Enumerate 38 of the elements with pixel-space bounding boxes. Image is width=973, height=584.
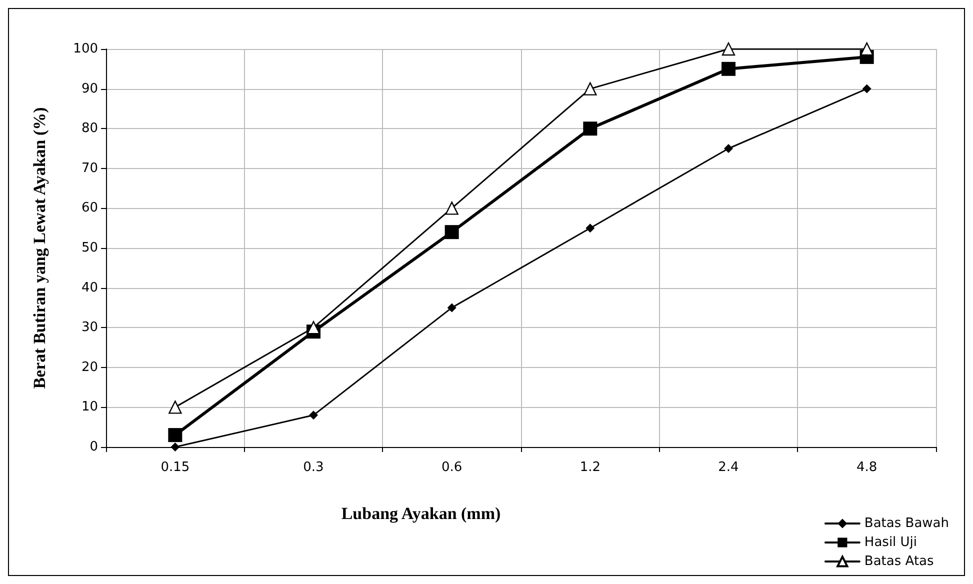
point (447, 303, 456, 312)
x-tick-label: 1.2 (580, 460, 601, 475)
point (724, 144, 733, 153)
point (168, 400, 182, 414)
legend-label: Batas Atas (864, 554, 934, 569)
y-tick-label: 20 (81, 360, 98, 375)
y-tick-label: 30 (81, 320, 98, 336)
x-tick-label: 0.15 (160, 460, 190, 475)
y-tick-label: 40 (81, 280, 98, 296)
y-tick-label: 90 (81, 81, 98, 96)
y-axis-title: Berat Butiran yang Lewat Ayakan (%) (30, 107, 49, 389)
x-axis-title: Lubang Ayakan (mm) (341, 504, 501, 523)
legend-label: Batas Bawah (864, 516, 949, 531)
point (862, 84, 872, 94)
point (722, 42, 736, 56)
point (170, 442, 180, 452)
point (586, 224, 595, 233)
y-tick-label: 70 (81, 160, 98, 176)
point (444, 225, 459, 240)
point (860, 42, 874, 56)
x-tick-label: 4.8 (856, 460, 878, 475)
x-tick-label: 0.3 (303, 460, 324, 475)
point (445, 202, 458, 215)
point (583, 122, 598, 136)
x-tick-label: 2.4 (718, 460, 739, 475)
y-tick-label: 80 (81, 121, 98, 136)
legend-label: Hasil Uji (864, 535, 918, 550)
x-tick-label: 0.6 (441, 460, 462, 475)
y-tick-label: 10 (81, 400, 98, 415)
point (584, 82, 597, 96)
y-tick-label: 0 (90, 440, 98, 454)
point (309, 410, 318, 420)
point (306, 321, 320, 334)
y-tick-label: 60 (81, 200, 98, 216)
point (722, 62, 736, 76)
point (168, 428, 182, 442)
y-tick-label: 100 (73, 42, 98, 56)
y-tick-label: 50 (81, 240, 98, 256)
